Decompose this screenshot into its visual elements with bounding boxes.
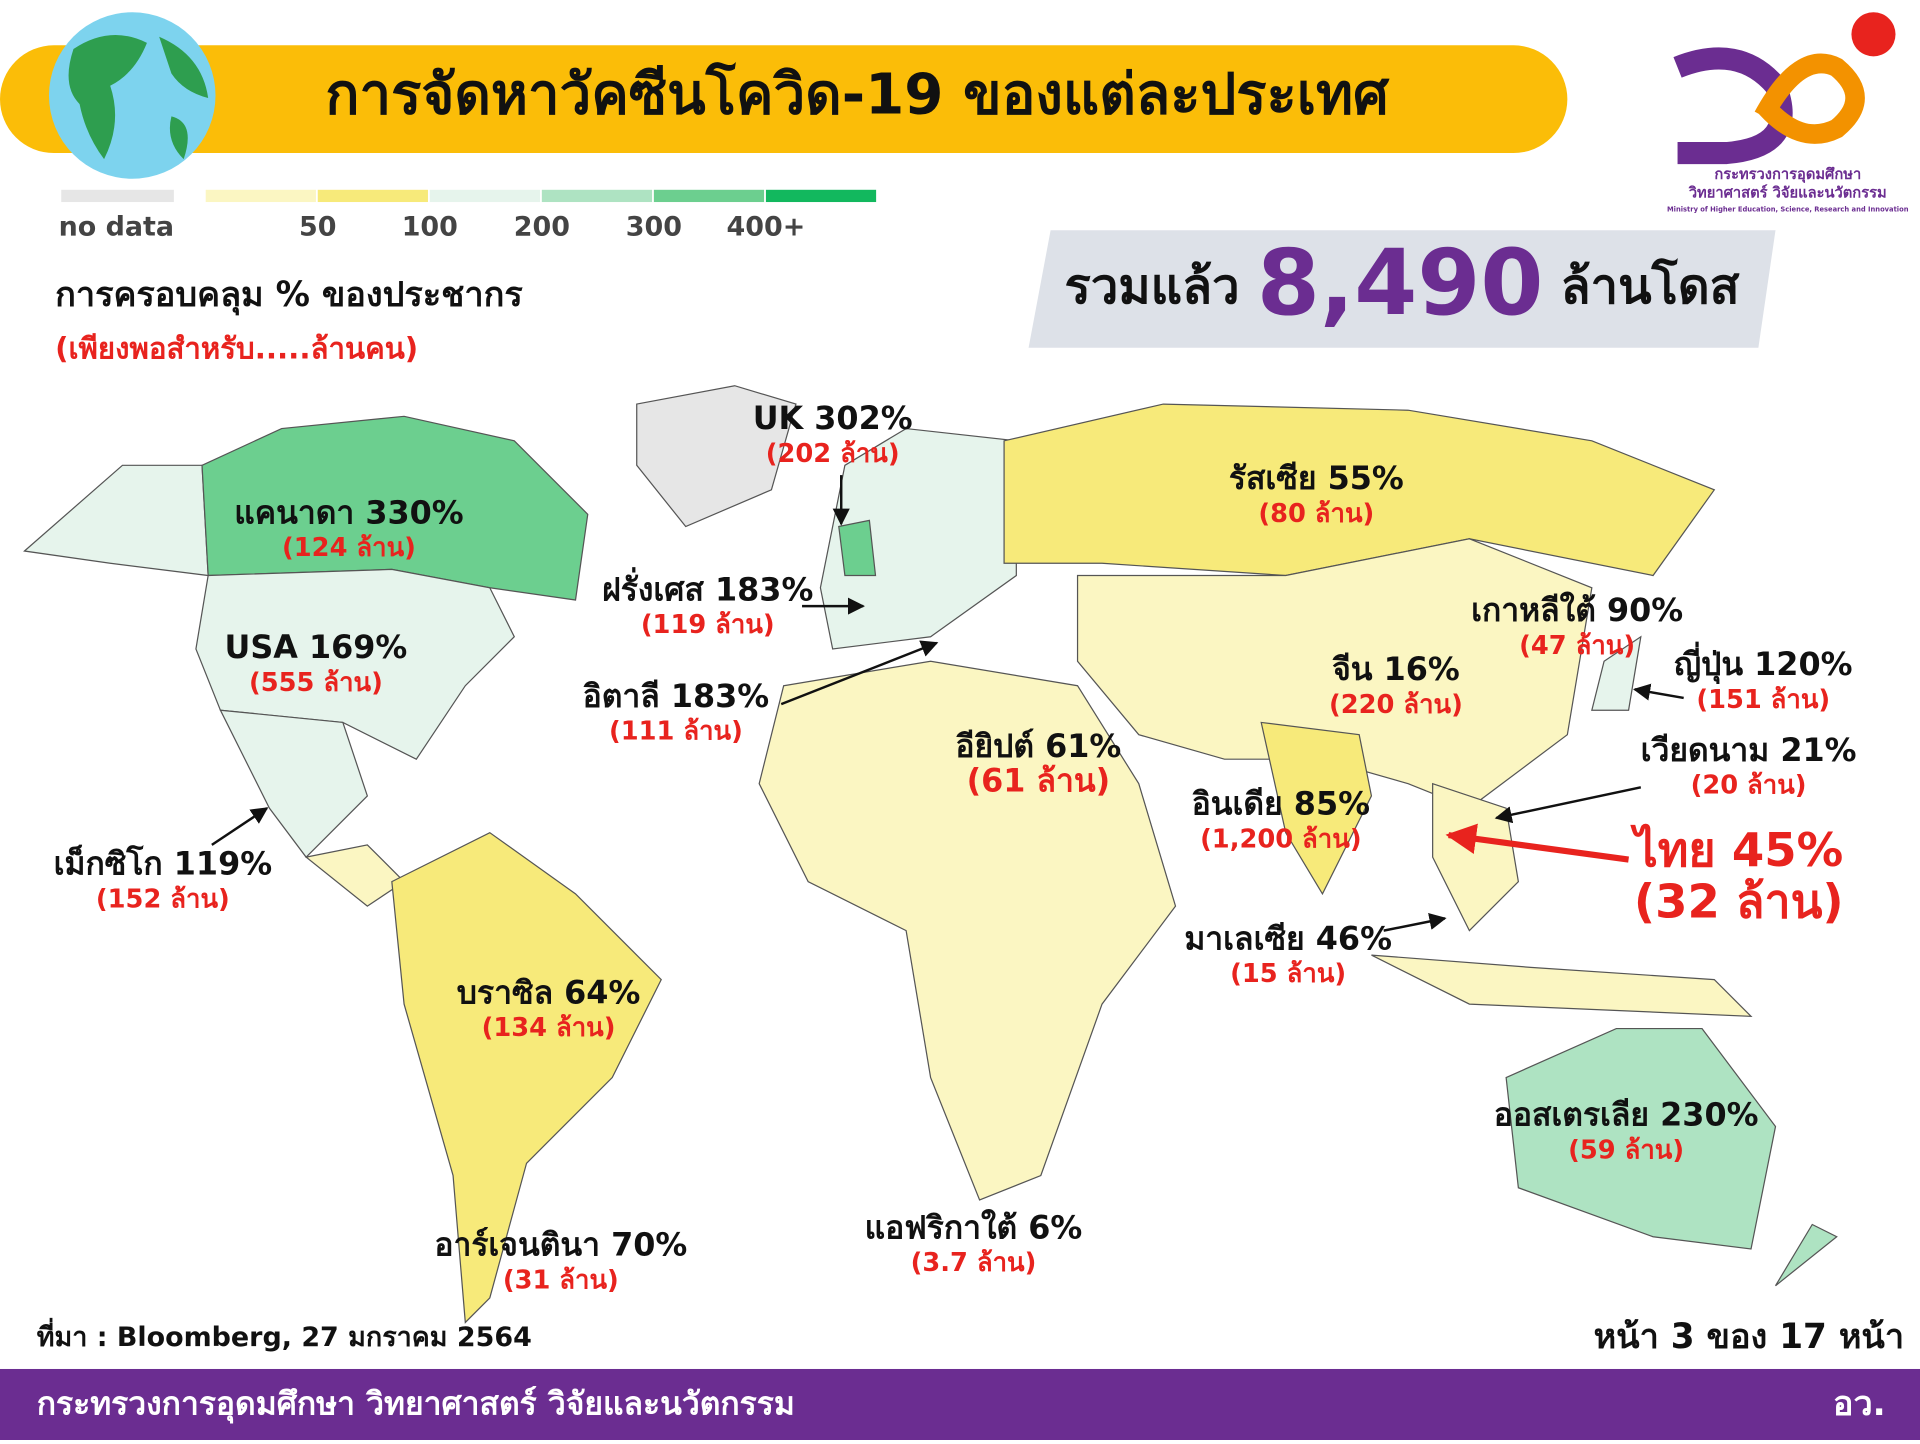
coverage-title: การครอบคลุม % ของประชากร xyxy=(55,275,523,316)
country-doses: (80 ล้าน) xyxy=(1258,499,1374,529)
world-map xyxy=(23,385,1838,1324)
country-name: UK 302% xyxy=(753,399,913,437)
country-name: บราซิล 64% xyxy=(457,973,641,1011)
country-doses: (202 ล้าน) xyxy=(766,439,900,469)
country-name: รัสเซีย 55% xyxy=(1229,459,1404,497)
country-doses: (151 ล้าน) xyxy=(1696,685,1830,715)
country-name: จีน 16% xyxy=(1332,650,1460,688)
country-doses: (1,200 ล้าน) xyxy=(1200,825,1362,855)
legend-label: 200 xyxy=(514,211,570,242)
legend-swatch xyxy=(653,189,765,203)
country-name: เวียดนาม 21% xyxy=(1641,731,1857,769)
country-name: ไทย 45% xyxy=(1629,823,1843,877)
legend-label: no data xyxy=(59,211,175,242)
legend-swatch xyxy=(765,189,877,203)
source: ที่มา : Bloomberg, 27 มกราคม 2564 xyxy=(37,1317,532,1353)
country-doses: (59 ล้าน) xyxy=(1568,1136,1684,1166)
country-doses: (152 ล้าน) xyxy=(96,885,230,915)
country-labels: UK 302%(202 ล้าน) แคนาดา 330%(124 ล้าน) ฝร… xyxy=(54,399,1857,1295)
country-name: ออสเตรเลีย 230% xyxy=(1494,1096,1759,1134)
country-doses: (61 ล้าน) xyxy=(967,761,1111,799)
country-name: อินเดีย 85% xyxy=(1192,785,1370,823)
footer-bar xyxy=(0,1368,1920,1440)
country-name: แคนาดา 330% xyxy=(234,493,463,531)
legend-label: 50 xyxy=(299,211,336,242)
arrows xyxy=(211,475,1684,932)
country-doses: (31 ล้าน) xyxy=(503,1265,619,1295)
country-doses: (32 ล้าน) xyxy=(1634,874,1844,928)
country-name: มาเลเซีย 46% xyxy=(1184,919,1392,957)
country-doses: (20 ล้าน) xyxy=(1691,771,1807,801)
legend-label: 100 xyxy=(402,211,458,242)
legend-swatch xyxy=(61,189,174,203)
legend-label: 400+ xyxy=(727,211,806,242)
country-doses: (3.7 ล้าน) xyxy=(911,1248,1037,1278)
total-value: 8,490 xyxy=(1257,231,1544,336)
legend-swatch xyxy=(205,189,316,203)
page-number: หน้า 3 ของ 17 หน้า xyxy=(1594,1317,1904,1357)
legend-label: 300 xyxy=(626,211,682,242)
country-name: แอฟริกาใต้ 6% xyxy=(865,1208,1083,1246)
country-doses: (555 ล้าน) xyxy=(249,668,383,698)
coverage-note: (เพียงพอสำหรับ.....ล้านคน) xyxy=(55,332,418,366)
country-doses: (124 ล้าน) xyxy=(282,533,416,563)
country-doses: (15 ล้าน) xyxy=(1230,959,1346,989)
country-doses: (111 ล้าน) xyxy=(609,717,743,747)
legend: no data 50 100 200 300 400+ xyxy=(59,189,877,242)
country-doses: (220 ล้าน) xyxy=(1329,690,1463,720)
logo-text: วิทยาศาสตร์ วิจัยและนวัตกรรม xyxy=(1688,183,1887,201)
legend-swatch xyxy=(429,189,540,203)
country-name: เกาหลีใต้ 90% xyxy=(1471,591,1683,629)
country-doses: (119 ล้าน) xyxy=(641,610,775,640)
legend-swatch xyxy=(317,189,428,203)
country-name: ญี่ปุ่น 120% xyxy=(1674,641,1853,685)
country-name: อิตาลี 183% xyxy=(583,677,770,715)
footer-short: อว. xyxy=(1833,1384,1886,1424)
total: รวมแล้ว 8,490 ล้านโดส xyxy=(1065,231,1740,336)
footer-text: กระทรวงการอุดมศึกษา วิทยาศาสตร์ วิจัยและ… xyxy=(37,1385,795,1425)
total-prefix: รวมแล้ว xyxy=(1065,257,1240,314)
country-name: เม็กซิโก 119% xyxy=(54,844,273,883)
legend-swatch xyxy=(541,189,653,203)
total-box xyxy=(1028,230,1776,348)
globe-icon xyxy=(48,12,216,179)
country-doses: (47 ล้าน) xyxy=(1519,631,1635,661)
logo-text: Ministry of Higher Education, Science, R… xyxy=(1667,205,1909,213)
country-name: ฝรั่งเศส 183% xyxy=(602,566,813,608)
country-name: USA 169% xyxy=(225,628,408,666)
title: การจัดหาวัคซีนโควิด-19 ของแต่ละประเทศ xyxy=(325,61,1390,128)
country-name: อาร์เจนตินา 70% xyxy=(434,1226,687,1264)
logo: กระทรวงการอุดมศึกษา วิทยาศาสตร์ วิจัยและ… xyxy=(1667,12,1909,213)
logo-text: กระทรวงการอุดมศึกษา xyxy=(1714,166,1861,183)
total-suffix: ล้านโดส xyxy=(1561,256,1740,314)
country-name: อียิปต์ 61% xyxy=(955,727,1121,765)
country-doses: (134 ล้าน) xyxy=(482,1013,616,1043)
header-bar xyxy=(0,45,1568,154)
